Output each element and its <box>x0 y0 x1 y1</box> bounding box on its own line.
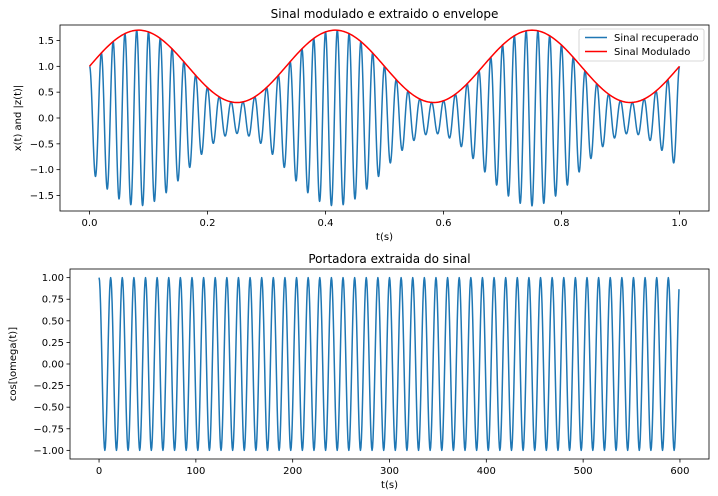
y-tick-label: 0.75 <box>42 295 64 306</box>
x-tick-label: 100 <box>186 466 205 477</box>
x-tick-label: 0 <box>96 466 102 477</box>
x-tick-label: 200 <box>283 466 302 477</box>
y-axis-label: cos[\omega(t)] <box>8 327 19 401</box>
axis-ticks: 0 100 200 300 400 500 600 −1.00 −0.75 −0.50 −0.25 0… <box>33 273 689 477</box>
x-tick-label: 0.2 <box>200 218 216 229</box>
y-tick-label: 1.5 <box>38 36 54 47</box>
y-tick-label: −0.50 <box>33 403 64 414</box>
plot-area <box>88 29 681 207</box>
legend-label-sinal-modulado: Sinal Modulado <box>614 47 690 58</box>
y-tick-label: 0.25 <box>42 338 64 349</box>
series-line-sinal-modulado <box>88 29 681 104</box>
legend-label-sinal-recuperado: Sinal recuperado <box>614 33 699 44</box>
series-line-carrier <box>98 276 680 452</box>
y-tick-label: −1.00 <box>33 446 64 457</box>
y-tick-label: −0.25 <box>33 381 64 392</box>
y-tick-label: −0.75 <box>33 424 64 435</box>
legend: Sinal recuperado Sinal Modulado <box>578 28 705 62</box>
y-tick-label: 1.0 <box>38 62 54 73</box>
plot-area <box>98 276 680 452</box>
legend-box <box>578 28 705 62</box>
chart-modulated-signal: 0.0 0.2 0.4 0.6 0.8 1.0 −1.5 −1.0 −0.5 0.0 0.5 1.0 1… <box>13 7 710 243</box>
chart-extracted-carrier: 0 100 200 300 400 500 600 −1.00 −0.75 −0.50 −0.25 0… <box>8 252 710 491</box>
y-tick-label: −1.5 <box>30 191 54 202</box>
x-tick-label: 0.6 <box>436 218 452 229</box>
y-axis-label: x(t) and |z(t)| <box>13 85 24 152</box>
chart-title: Portadora extraida do sinal <box>308 252 470 266</box>
x-tick-label: 0.4 <box>318 218 334 229</box>
x-tick-label: 1.0 <box>672 218 688 229</box>
y-tick-label: 0.0 <box>38 114 54 125</box>
y-tick-label: 0.50 <box>42 316 64 327</box>
x-tick-label: 0.8 <box>554 218 570 229</box>
y-tick-label: 0.5 <box>38 88 54 99</box>
x-tick-label: 300 <box>380 466 399 477</box>
y-tick-label: −1.0 <box>30 165 54 176</box>
x-axis-label: t(s) <box>381 480 398 491</box>
x-tick-label: 600 <box>670 466 689 477</box>
x-tick-label: 400 <box>477 466 496 477</box>
x-tick-label: 0.0 <box>82 218 98 229</box>
y-tick-label: 0.00 <box>42 360 64 371</box>
x-tick-label: 500 <box>574 466 593 477</box>
x-axis-label: t(s) <box>376 232 393 243</box>
axis-ticks: 0.0 0.2 0.4 0.6 0.8 1.0 −1.5 −1.0 −0.5 0.0 0.5 1.0 1… <box>30 36 688 229</box>
y-tick-label: 1.00 <box>42 273 64 284</box>
y-tick-label: −0.5 <box>30 139 54 150</box>
chart-title: Sinal modulado e extraido o envelope <box>271 7 499 21</box>
